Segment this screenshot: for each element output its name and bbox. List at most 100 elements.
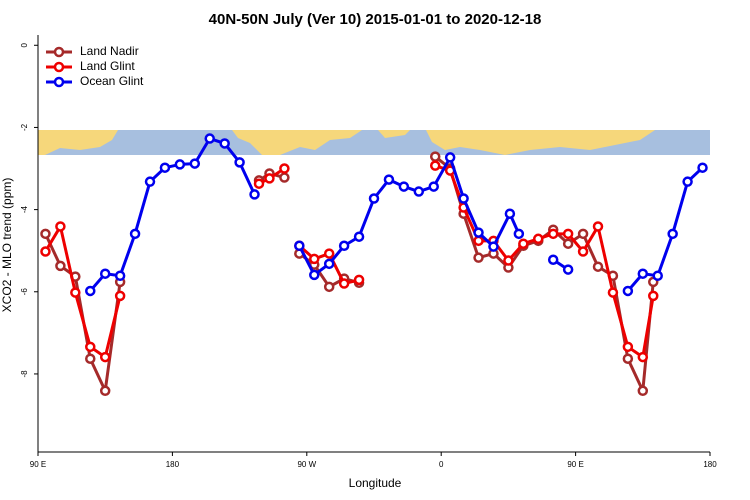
- data-point: [652, 270, 663, 282]
- data-point: [622, 285, 634, 297]
- data-point: [622, 353, 634, 364]
- map-strip: [38, 130, 710, 155]
- y-tick-label: -2: [20, 123, 29, 131]
- data-point: [323, 281, 335, 293]
- data-point: [234, 157, 245, 168]
- data-point: [488, 241, 499, 252]
- data-point: [592, 261, 604, 272]
- data-point: [338, 240, 350, 252]
- data-point: [40, 228, 51, 240]
- data-point: [323, 248, 335, 259]
- data-point: [637, 385, 649, 397]
- data-point: [55, 260, 66, 272]
- data-point: [383, 174, 395, 185]
- data-point: [144, 176, 156, 187]
- data-point: [189, 158, 201, 169]
- data-point: [637, 351, 649, 363]
- legend-label: Land Glint: [80, 59, 135, 73]
- data-point: [279, 172, 290, 183]
- data-point: [518, 238, 529, 249]
- data-point: [253, 178, 265, 189]
- data-point: [353, 231, 365, 242]
- data-point: [129, 228, 141, 240]
- data-point: [429, 151, 441, 162]
- chart-title: 40N-50N July (Ver 10) 2015-01-01 to 2020…: [209, 11, 542, 28]
- data-point: [504, 208, 516, 219]
- map-land: [232, 130, 362, 155]
- data-point: [503, 255, 514, 266]
- data-point: [368, 193, 380, 204]
- data-point: [648, 290, 659, 302]
- series-line: [89, 137, 704, 292]
- data-point: [338, 278, 350, 289]
- data-point: [622, 341, 634, 353]
- y-tick-label: -6: [20, 288, 29, 296]
- x-tick-label: 0: [439, 460, 444, 469]
- data-point: [592, 221, 604, 232]
- data-point: [398, 181, 410, 192]
- x-tick-label: 90 W: [297, 460, 316, 469]
- legend-marker: [53, 61, 65, 73]
- data-point: [444, 152, 456, 163]
- data-point: [577, 228, 589, 240]
- data-point: [413, 186, 425, 197]
- map-land: [378, 130, 410, 138]
- legend-marker: [53, 76, 65, 88]
- x-tick-label: 180: [166, 460, 180, 469]
- data-point: [99, 351, 111, 363]
- data-point: [204, 133, 215, 144]
- data-point: [547, 254, 559, 265]
- data-point: [667, 228, 678, 240]
- data-point: [562, 228, 574, 240]
- x-axis-label: Longitude: [349, 476, 402, 490]
- data-point: [309, 269, 320, 281]
- map-land: [426, 130, 655, 155]
- legend-label: Ocean Glint: [80, 74, 144, 88]
- x-tick-label: 90 E: [30, 460, 46, 469]
- data-point: [279, 163, 290, 174]
- data-point: [114, 290, 126, 302]
- data-point: [99, 268, 111, 279]
- data-point: [533, 233, 544, 245]
- data-point: [682, 176, 693, 187]
- data-point: [99, 385, 111, 397]
- data-point: [70, 287, 81, 298]
- y-axis-label: XCO2 - MLO trend (ppm): [0, 178, 14, 313]
- data-point: [55, 221, 66, 232]
- data-point: [85, 285, 96, 297]
- data-point: [562, 238, 574, 249]
- data-point: [114, 270, 126, 282]
- data-point: [85, 353, 96, 364]
- data-point: [159, 162, 171, 173]
- x-tick-label: 90 E: [567, 460, 583, 469]
- data-point: [264, 173, 275, 184]
- data-point: [428, 181, 439, 192]
- map-land: [38, 130, 118, 155]
- data-point: [473, 252, 484, 263]
- data-point: [562, 264, 574, 275]
- y-tick-label: 0: [20, 42, 29, 47]
- series-line: [44, 164, 655, 359]
- data-point: [473, 235, 484, 247]
- data-point: [353, 274, 365, 286]
- data-point: [577, 246, 589, 257]
- legend-marker: [53, 46, 65, 58]
- legend-label: Land Nadir: [80, 44, 139, 58]
- data-point: [294, 240, 305, 252]
- y-tick-label: -4: [20, 206, 29, 214]
- data-point: [85, 341, 96, 353]
- data-point: [473, 227, 484, 238]
- data-point: [309, 253, 320, 265]
- data-point: [323, 258, 335, 270]
- data-point: [174, 159, 186, 170]
- x-tick-label: 180: [703, 460, 717, 469]
- data-point: [607, 287, 619, 298]
- data-point: [40, 246, 51, 257]
- data-point: [458, 193, 469, 204]
- data-point: [429, 160, 441, 171]
- data-point: [249, 189, 260, 200]
- data-point: [219, 138, 230, 149]
- y-tick-label: -8: [20, 370, 29, 378]
